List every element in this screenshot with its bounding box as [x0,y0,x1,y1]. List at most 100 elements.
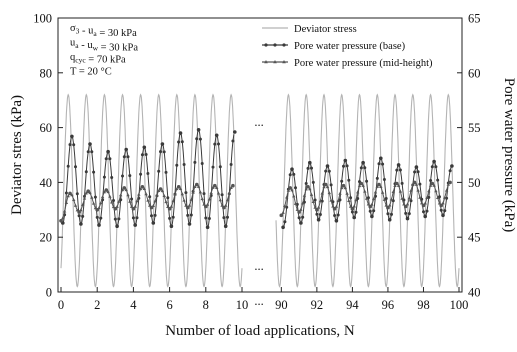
extremum-point [350,206,355,211]
data-point [416,170,420,174]
data-point [318,213,322,216]
data-point [318,199,323,203]
data-point [108,194,112,198]
extremum-point [361,160,365,165]
data-point [173,192,177,196]
data-point [436,178,440,182]
extremum-point [352,215,357,220]
y-right-tick-label: 55 [468,121,481,135]
data-point [110,176,114,179]
data-point [375,176,379,180]
extremum-point [279,213,284,218]
data-point [135,199,139,203]
extremum-point [288,186,293,190]
data-point [171,215,175,219]
data-point [130,197,134,201]
extremum-point [97,223,101,227]
data-point [84,191,88,195]
extremum-point [167,206,172,211]
legend-label: Deviator stress [294,24,357,35]
data-point [109,200,114,204]
data-point [308,187,312,191]
data-point [99,201,103,205]
data-point [138,187,143,191]
annotation-part: = 30 kPa [97,28,137,39]
extremum-point [323,182,328,187]
data-point [224,203,228,207]
legend-marker [273,43,277,47]
annotation-part: q [70,52,76,63]
data-point [90,150,94,154]
extremum-point [439,203,444,208]
data-point [204,216,208,220]
data-point [413,170,417,174]
data-point [391,190,395,193]
extremum-point [233,130,237,134]
y-left-tick-label: 20 [40,231,53,245]
data-point [133,204,137,208]
data-point [379,185,383,188]
extremum-point [151,221,156,225]
annotation-part: 3 [76,27,80,36]
extremum-point [412,180,417,185]
data-point [429,179,433,182]
extremum-point [316,217,321,222]
x-tick-label: 100 [450,298,469,312]
annotation-part: T = 20 °C [70,67,112,78]
data-point [320,191,324,195]
data-point [142,187,146,190]
extremum-point [290,167,294,171]
x-tick-label: 10 [236,298,249,312]
data-point [93,195,97,199]
data-point [407,196,411,200]
data-point [301,215,305,219]
data-point [393,184,397,187]
data-point [354,198,358,202]
data-point [202,192,206,196]
data-point [68,143,72,147]
data-point [184,203,188,207]
legend: Deviator stress Pore water pressure (base… [262,24,433,69]
data-point [313,198,317,202]
data-point [439,208,443,212]
data-point [416,188,420,192]
data-point [290,188,294,192]
data-point [402,202,406,206]
data-point [159,150,162,154]
extremum-point [299,221,303,225]
data-point [104,157,108,161]
data-point [146,198,150,202]
extremum-point [430,181,435,186]
data-point [153,199,157,203]
data-point [311,200,315,203]
extremum-point [140,185,145,189]
y-right-tick-label: 60 [468,66,481,80]
data-point [295,207,299,211]
data-point [92,170,96,174]
data-point [304,182,308,185]
data-point [334,204,339,208]
data-point [216,191,221,195]
data-point [283,220,287,224]
data-point [150,214,153,218]
data-point [373,190,378,194]
legend-marker [264,43,268,47]
data-point [191,190,195,194]
data-point [327,191,331,195]
data-point [72,143,76,147]
data-point [437,201,442,205]
data-point [84,170,88,174]
data-point [418,195,422,199]
data-point [137,192,141,196]
data-point [75,192,79,196]
data-point [200,162,204,165]
extremum-point [414,165,419,169]
data-point [396,183,401,187]
data-point [292,194,296,198]
data-point [157,189,161,192]
annotation-part: - u [79,26,94,37]
data-point [66,164,70,168]
data-point [218,198,222,202]
